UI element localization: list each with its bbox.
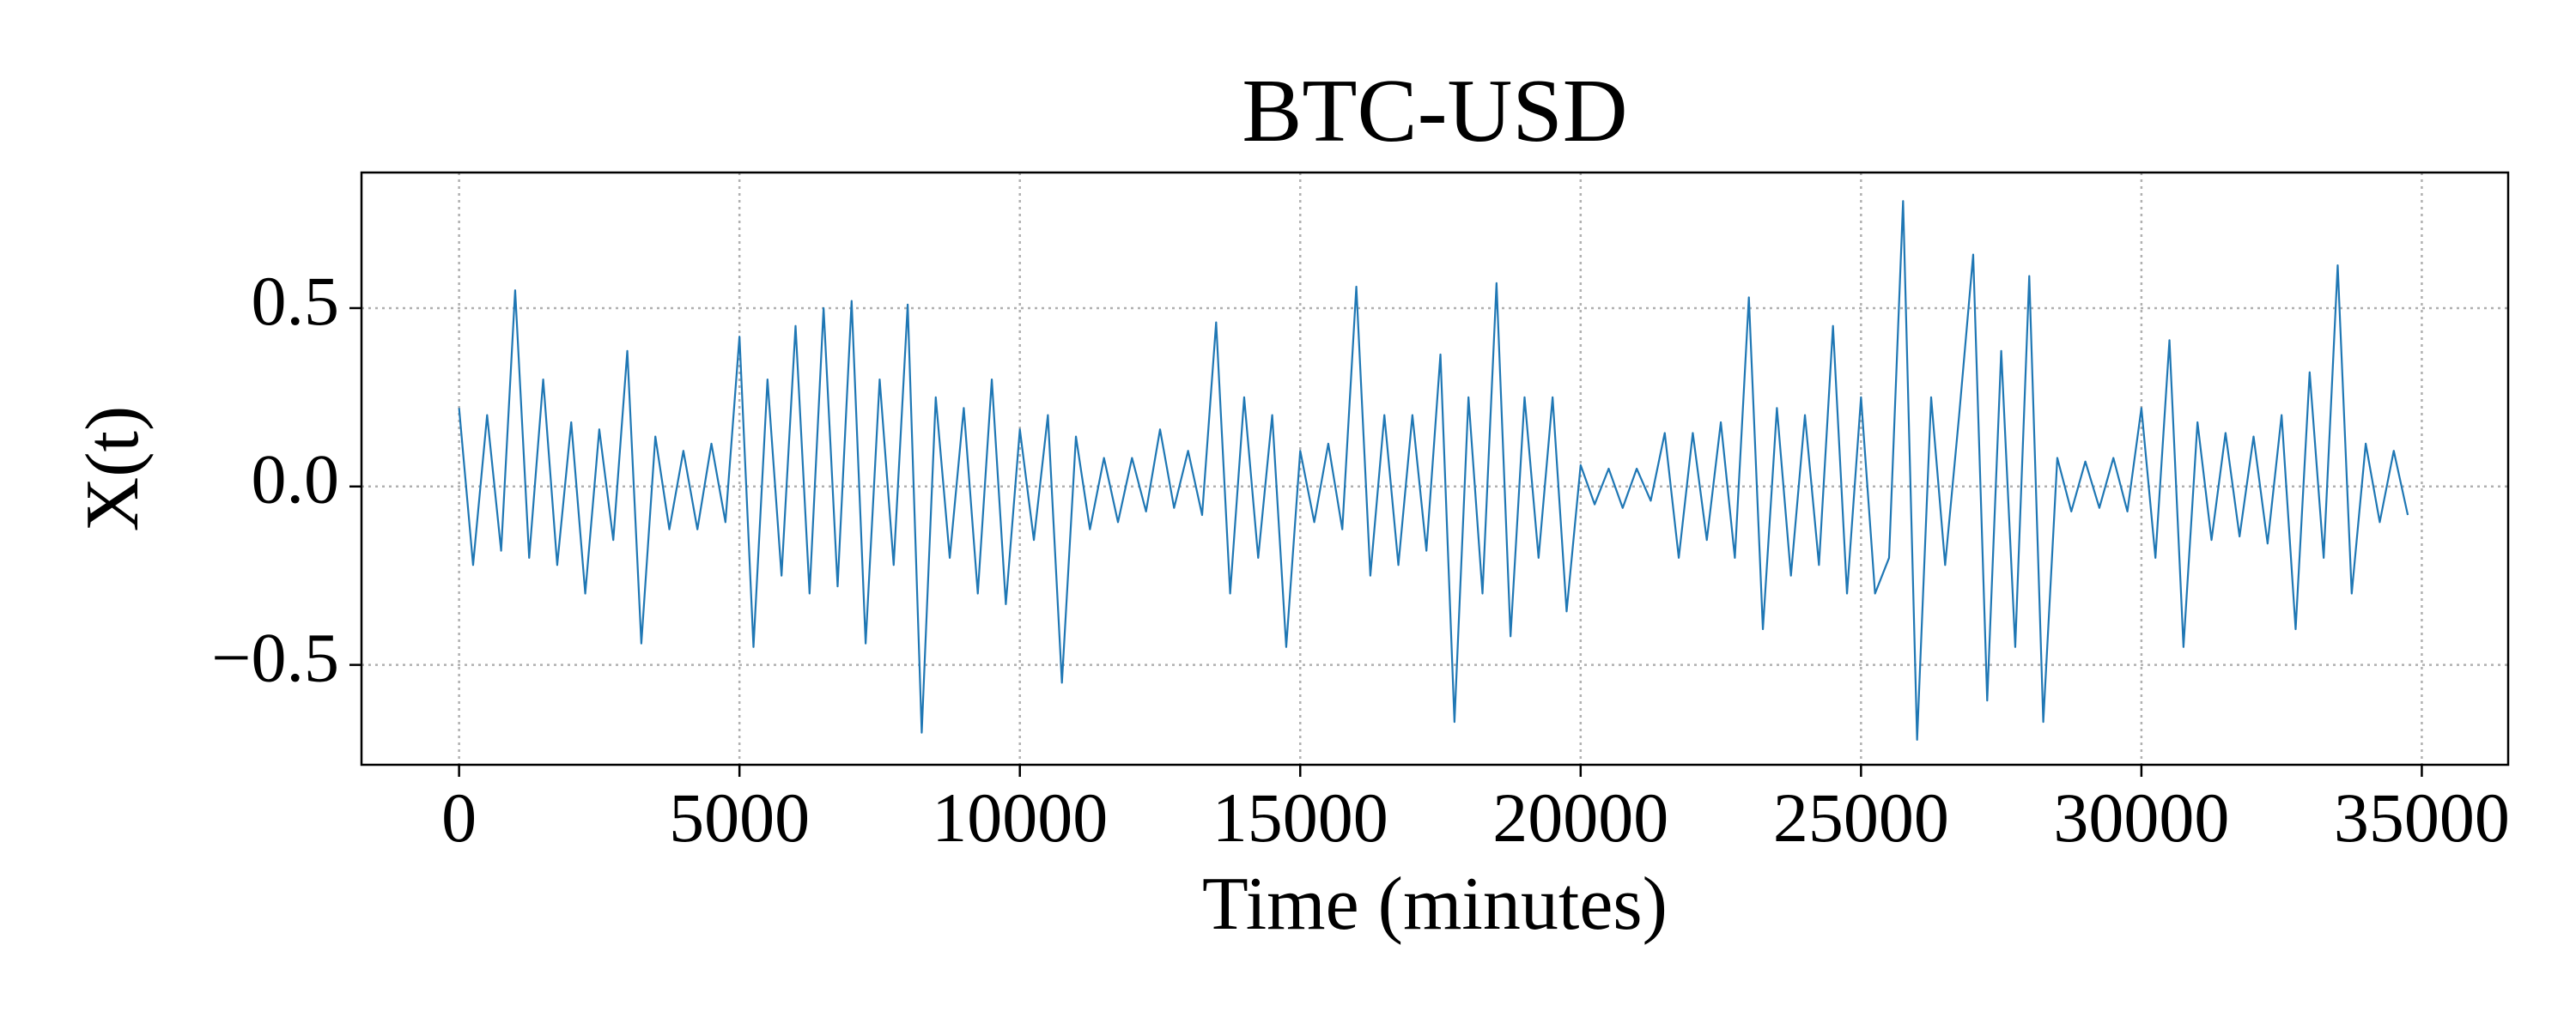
x-tick-label: 5000 (669, 779, 810, 857)
x-tick-label: 25000 (1773, 779, 1949, 857)
y-tick-label: −0.5 (211, 618, 339, 696)
plot-frame (360, 171, 2510, 766)
y-tick-label: 0.0 (252, 440, 340, 518)
data-line (458, 200, 2409, 741)
x-tick-label: 20000 (1492, 779, 1668, 857)
x-tick-label: 10000 (932, 779, 1108, 857)
x-tick-label: 0 (441, 779, 477, 857)
x-tick-label: 35000 (2334, 779, 2510, 857)
y-tick-label: 0.5 (252, 262, 340, 340)
x-tick-label: 15000 (1212, 779, 1388, 857)
chart-title: BTC-USD (1242, 60, 1627, 161)
y-axis-label: X(t) (71, 406, 155, 532)
x-tick-label: 30000 (2053, 779, 2229, 857)
x-axis-label: Time (minutes) (1202, 863, 1668, 946)
